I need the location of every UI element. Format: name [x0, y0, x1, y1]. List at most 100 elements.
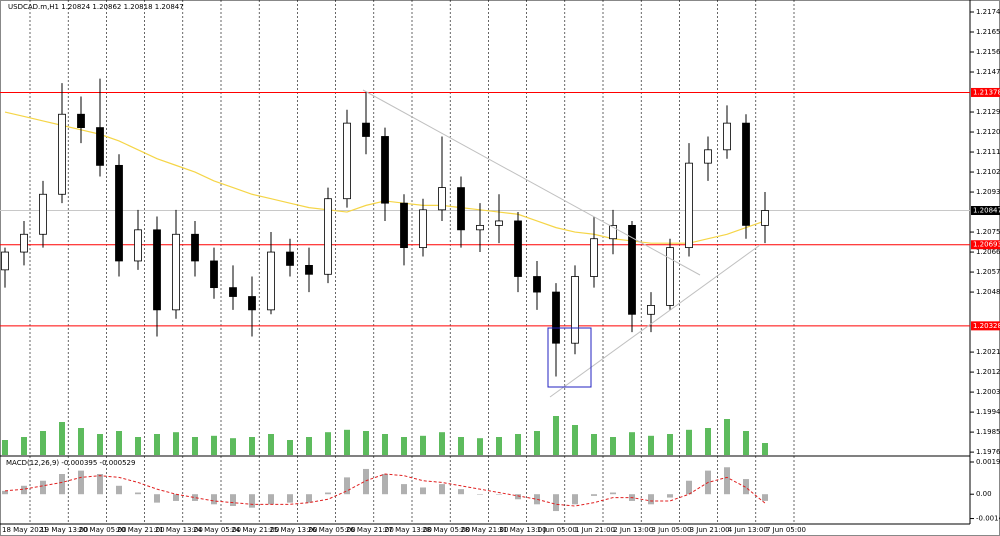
y-tick-label: 1.20660: [976, 248, 1000, 256]
macd-bar: [268, 494, 274, 505]
y-tick-label: 1.21020: [976, 168, 1000, 176]
candle-body: [647, 305, 655, 315]
volume-bar: [401, 437, 407, 455]
volume-bar: [686, 429, 692, 455]
macd-bar: [78, 470, 84, 495]
volume-bar: [363, 431, 369, 455]
volume-bar: [762, 443, 768, 455]
macd-bar: [762, 494, 768, 501]
y-tick-label: 1.20570: [976, 268, 1000, 276]
grid: [29, 0, 795, 524]
candle-body: [267, 251, 275, 311]
candle-body: [742, 122, 750, 226]
macd-label: MACD(12,26,9) -0.000395 -0.000529: [6, 459, 135, 467]
candle-body: [191, 233, 199, 262]
x-tick-label: 31 May 13:00: [499, 526, 547, 534]
candle-body: [343, 122, 351, 200]
level-label: 1.20693: [973, 241, 1000, 249]
volume-bar: [325, 432, 331, 455]
macd-bar: [173, 494, 179, 501]
candle-body: [704, 149, 712, 164]
volume-bar: [192, 437, 198, 455]
x-tick-label: 20 May 21:00: [117, 526, 165, 534]
macd-bar: [211, 494, 217, 505]
candle-body: [115, 164, 123, 262]
candle-body: [628, 224, 636, 315]
candle-body: [590, 238, 598, 277]
x-tick-label: 25 May 13:00: [269, 526, 317, 534]
macd-bar: [439, 484, 445, 495]
candle-body: [552, 291, 560, 344]
macd-bar: [743, 479, 749, 495]
range-box: [547, 327, 592, 388]
y-tick-label: 1.21470: [976, 68, 1000, 76]
x-tick-label: 26 May 05:00: [308, 526, 356, 534]
volume-bar: [211, 435, 217, 455]
candle-body: [685, 162, 693, 249]
candle-body: [761, 210, 769, 226]
macd-bar: [534, 494, 540, 505]
y-tick-label: 1.20210: [976, 348, 1000, 356]
macd-bar: [287, 494, 293, 503]
y-tick-label: 1.21650: [976, 28, 1000, 36]
y-tick-label: 1.19850: [976, 428, 1000, 436]
macd-bar: [135, 492, 141, 495]
candle-body: [248, 296, 256, 311]
candle-body: [514, 220, 522, 277]
candle-body: [438, 187, 446, 211]
x-tick-label: 4 Jun 13:00: [728, 526, 768, 534]
x-tick-label: 26 May 21:00: [346, 526, 394, 534]
x-tick-label: 28 May 05:00: [422, 526, 470, 534]
level-label-box: [971, 240, 1000, 250]
macd-bar: [496, 494, 502, 495]
volume-bar: [458, 437, 464, 455]
macd-bar: [344, 477, 350, 495]
volume-bar: [40, 431, 46, 455]
volume-bar: [420, 435, 426, 455]
macd-bar: [325, 492, 331, 495]
macd-bar: [553, 494, 559, 512]
volume-bar: [268, 434, 274, 455]
macd-bar: [21, 485, 27, 495]
volume-bar: [382, 434, 388, 455]
x-tick-label: 1 Jun 21:00: [575, 526, 615, 534]
x-tick-label: 2 Jun 13:00: [613, 526, 653, 534]
candle-body: [172, 233, 180, 311]
macd-bar: [249, 494, 255, 508]
volume-bar: [515, 434, 521, 455]
x-tick-label: 28 May 21:00: [460, 526, 508, 534]
volume-bar: [2, 440, 8, 455]
candle-body: [666, 247, 674, 306]
volume-bar: [439, 432, 445, 455]
volume-bar: [249, 437, 255, 455]
volume-bar: [724, 419, 730, 455]
volume-bar: [135, 437, 141, 455]
marks: [0, 78, 970, 512]
chart-title: USDCAD.m,H1 1.20824 1.20862 1.20818 1.20…: [8, 3, 184, 11]
macd-bar: [59, 474, 65, 495]
volume-bar: [306, 437, 312, 455]
x-tick-label: 19 May 13:00: [40, 526, 88, 534]
x-tick-label: 21 May 13:00: [155, 526, 203, 534]
macd-bar: [610, 492, 616, 495]
macd-bar: [724, 467, 730, 495]
volume-bar: [534, 431, 540, 455]
volume-bar: [59, 422, 65, 455]
macd-bar: [572, 494, 578, 505]
volume-bar: [610, 437, 616, 455]
volume-bar: [648, 435, 654, 455]
last-price-box: [971, 205, 1000, 215]
macd-bar: [401, 484, 407, 495]
volume-bar: [591, 434, 597, 455]
macd-bar: [97, 474, 103, 495]
macd-bar: [591, 494, 597, 496]
macd-bar: [686, 480, 692, 495]
trendline: [362, 89, 701, 276]
volume-bar: [553, 416, 559, 455]
x-tick-label: 1 Jun 05:00: [537, 526, 577, 534]
candle-body: [20, 233, 28, 253]
y-tick-label: 1.20120: [976, 368, 1000, 376]
candle-body: [210, 260, 218, 289]
